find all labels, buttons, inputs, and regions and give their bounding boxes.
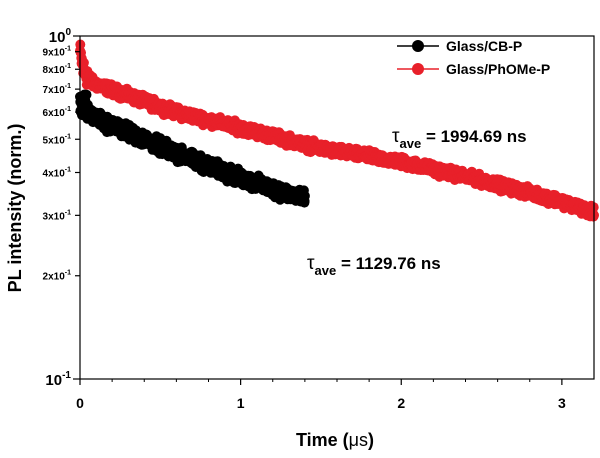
scatter-layer — [75, 39, 599, 222]
y-tick-label: 9x10-1 — [43, 46, 72, 59]
y-tick-label: 5x10-1 — [43, 133, 72, 146]
tau-annotation-phome-p: τave = 1994.69 ns — [392, 126, 527, 151]
legend-entry-cb-p: Glass/CB-P — [397, 38, 522, 54]
tau-subscript: ave — [315, 263, 337, 278]
tau-symbol: τ — [307, 253, 315, 274]
x-axis-title: Time (μs) — [296, 430, 374, 450]
y-tick-label: 6x10-1 — [43, 106, 72, 119]
x-tick-label: 1 — [237, 395, 245, 411]
y-tick-label: 100 — [49, 27, 72, 46]
plot-frame — [79, 35, 595, 380]
x-tick-label: 2 — [397, 395, 405, 411]
legend: Glass/CB-P Glass/PhOMe-P — [397, 38, 550, 77]
legend-entry-phome-p: Glass/PhOMe-P — [397, 61, 550, 77]
legend-marker-cb-p — [412, 40, 424, 52]
tau-value: = 1994.69 ns — [421, 127, 526, 146]
series-cb-p — [75, 89, 310, 208]
y-tick-label: 10-1 — [45, 370, 71, 389]
x-tick-label: 3 — [558, 395, 566, 411]
y-axis-title: PL intensity (norm.) — [5, 124, 25, 293]
tau-value: = 1129.76 ns — [336, 254, 440, 273]
x-tick-label: 0 — [76, 395, 84, 411]
legend-label-phome-p: Glass/PhOMe-P — [446, 61, 550, 77]
axis-titles: Time (μs) PL intensity (norm.) — [5, 124, 374, 450]
y-tick-label: 7x10-1 — [43, 83, 72, 96]
y-tick-label: 8x10-1 — [43, 63, 72, 76]
tau-annotation-cb-p: τave = 1129.76 ns — [307, 253, 441, 278]
series-phome-p — [75, 39, 599, 222]
annotations: τave = 1994.69 ns τave = 1129.76 ns — [307, 126, 527, 278]
y-tick-label: 4x10-1 — [43, 166, 72, 179]
y-tick-label: 3x10-1 — [43, 209, 72, 222]
y-tick-label: 2x10-1 — [43, 270, 72, 283]
tau-symbol: τ — [392, 126, 400, 147]
data-point — [299, 190, 310, 201]
tau-subscript: ave — [400, 136, 422, 151]
legend-marker-phome-p — [412, 63, 424, 75]
data-point — [81, 89, 92, 100]
legend-label-cb-p: Glass/CB-P — [446, 38, 522, 54]
